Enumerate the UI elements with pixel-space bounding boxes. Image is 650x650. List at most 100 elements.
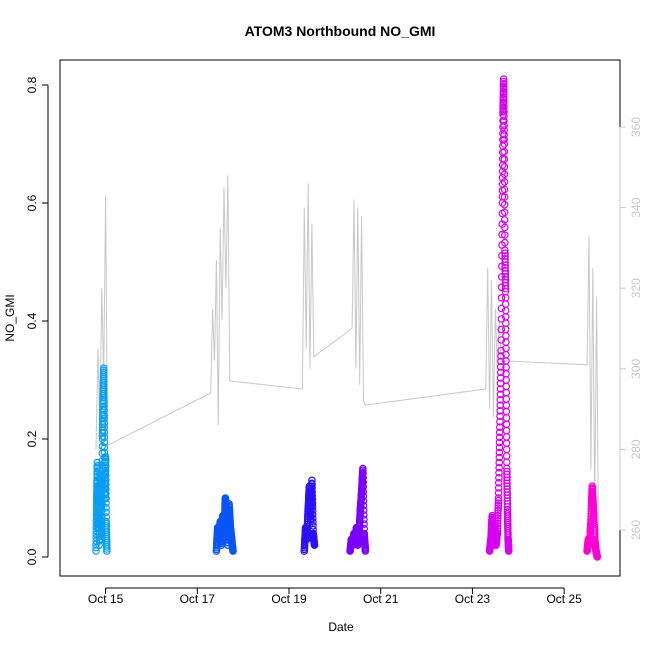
data-point	[361, 547, 370, 555]
data-point	[359, 464, 367, 473]
data-point	[102, 480, 110, 489]
data-point	[100, 376, 108, 385]
x-tick-label: Oct 17	[180, 592, 216, 606]
chart-title: ATOM3 Northbound NO_GMI	[245, 23, 436, 39]
data-point	[498, 230, 506, 239]
data-point	[494, 499, 503, 507]
data-point	[497, 346, 505, 355]
data-point	[100, 433, 109, 442]
data-point	[496, 379, 505, 388]
data-point	[500, 193, 509, 201]
secondary-y-axis: 260 280 300 320 340 360	[619, 117, 643, 540]
data-point	[229, 547, 237, 555]
data-point	[102, 494, 110, 503]
data-point	[500, 200, 509, 209]
data-point	[100, 389, 108, 398]
data-point	[102, 471, 110, 480]
secondary-y-tick-label: 320	[629, 278, 643, 298]
data-point	[360, 515, 368, 524]
data-point	[100, 448, 109, 457]
data-point	[102, 499, 110, 507]
data-point	[97, 503, 106, 511]
data-point	[495, 433, 504, 442]
data-point	[359, 492, 368, 501]
data-point	[494, 504, 503, 512]
data-point	[495, 463, 503, 472]
data-point	[99, 368, 108, 377]
secondary-y-tick-label: 280	[629, 439, 643, 459]
data-point	[500, 223, 509, 232]
x-tick-label: Oct 21	[363, 592, 399, 606]
data-point	[495, 468, 503, 477]
data-point	[497, 336, 506, 344]
x-axis-label: Date	[328, 620, 354, 634]
data-point	[308, 506, 317, 515]
data-point	[494, 496, 503, 505]
points-layer	[92, 75, 602, 561]
data-point	[493, 527, 502, 535]
data-point	[100, 423, 109, 432]
data-point	[494, 478, 503, 487]
data-point	[497, 293, 506, 302]
data-point	[497, 352, 505, 360]
data-point	[308, 491, 317, 500]
data-point	[101, 466, 110, 475]
data-point	[497, 315, 506, 323]
data-point	[500, 231, 509, 239]
data-point	[102, 508, 110, 517]
series-group	[212, 494, 237, 555]
data-point	[500, 135, 509, 144]
data-point	[102, 485, 110, 493]
data-point	[100, 410, 109, 419]
data-point	[308, 487, 317, 496]
data-point	[100, 398, 108, 406]
data-point	[500, 208, 509, 217]
data-point	[359, 501, 368, 510]
data-point	[500, 98, 508, 107]
data-point	[495, 443, 504, 452]
data-point	[493, 516, 502, 525]
data-point	[102, 503, 110, 512]
data-point	[500, 185, 509, 194]
data-point	[100, 443, 109, 452]
data-point	[499, 79, 508, 88]
data-point	[495, 428, 504, 437]
data-point	[495, 458, 504, 467]
data-point	[500, 170, 509, 179]
data-point	[359, 487, 368, 496]
data-point	[359, 497, 368, 505]
secondary-line-layer	[95, 175, 599, 539]
data-point	[101, 457, 110, 466]
x-tick-label: Oct 23	[455, 592, 491, 606]
y-axis: 0.0 0.2 0.4 0.6 0.8	[25, 76, 49, 565]
data-point	[495, 423, 504, 432]
data-point	[494, 494, 503, 502]
data-point	[100, 381, 108, 389]
data-point	[359, 506, 368, 515]
data-point	[102, 476, 110, 484]
data-point	[98, 513, 106, 522]
series-group	[485, 75, 513, 555]
series-group	[300, 476, 319, 555]
secondary-y-tick-label: 360	[629, 117, 643, 137]
y-tick-label: 0.6	[25, 194, 39, 211]
data-point	[359, 483, 368, 491]
x-tick-label: Oct 25	[546, 592, 582, 606]
data-point	[100, 438, 109, 447]
y-tick-label: 0.2	[25, 430, 39, 447]
data-point	[500, 112, 508, 121]
x-tick-label: Oct 15	[88, 592, 124, 606]
data-point	[500, 107, 508, 116]
data-point	[593, 553, 602, 561]
data-point	[499, 93, 508, 102]
data-point	[100, 419, 109, 427]
data-point	[495, 438, 504, 447]
data-point	[100, 406, 108, 415]
y-tick-label: 0.4	[25, 312, 39, 329]
data-point	[100, 385, 108, 394]
data-point	[500, 163, 509, 171]
data-point	[504, 547, 513, 555]
data-point	[494, 511, 502, 520]
data-point	[308, 476, 316, 485]
